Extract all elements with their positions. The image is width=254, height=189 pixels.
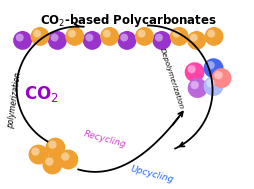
Circle shape [100,27,119,46]
Circle shape [85,34,93,42]
Circle shape [120,34,128,42]
Circle shape [211,68,231,88]
Circle shape [45,138,65,158]
Circle shape [207,30,214,38]
Circle shape [31,147,40,156]
Circle shape [117,31,136,50]
Circle shape [154,34,162,42]
Circle shape [137,30,145,38]
Circle shape [65,27,84,46]
Circle shape [48,31,67,50]
Circle shape [204,27,223,46]
Circle shape [187,65,195,73]
Circle shape [28,145,48,164]
Circle shape [134,27,153,46]
Circle shape [152,31,171,50]
Circle shape [203,76,223,96]
Circle shape [203,58,223,78]
Text: CO$_2$: CO$_2$ [24,84,58,105]
Circle shape [102,30,110,38]
Text: CO$_2$-based Polycarbonates: CO$_2$-based Polycarbonates [39,12,216,29]
Circle shape [42,155,62,174]
Circle shape [30,27,49,46]
Circle shape [169,27,188,46]
Circle shape [187,78,207,98]
Circle shape [50,34,58,42]
Circle shape [82,31,101,50]
Circle shape [16,34,24,42]
Text: polymerization: polymerization [6,71,23,129]
Text: Recycling: Recycling [83,130,127,150]
Circle shape [186,31,205,50]
Text: Depolymerization: Depolymerization [158,47,184,110]
Circle shape [61,152,69,161]
Text: Upcycling: Upcycling [129,164,174,184]
Circle shape [213,71,222,79]
Circle shape [45,157,53,166]
Circle shape [58,149,78,170]
Circle shape [33,30,41,38]
Circle shape [205,79,214,87]
Circle shape [13,31,32,50]
Circle shape [184,62,204,82]
Circle shape [172,30,180,38]
Circle shape [48,140,56,149]
Circle shape [190,81,198,89]
Circle shape [205,61,214,69]
Circle shape [68,30,76,38]
Circle shape [189,34,197,42]
